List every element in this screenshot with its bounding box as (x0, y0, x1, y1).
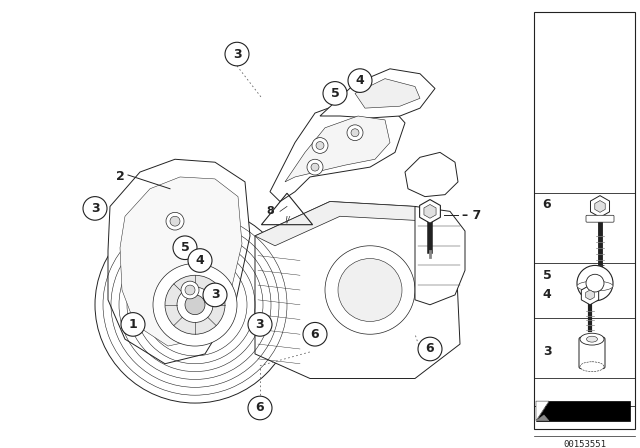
Circle shape (83, 197, 107, 220)
Circle shape (165, 275, 225, 334)
Text: 4: 4 (543, 289, 552, 302)
Circle shape (303, 323, 327, 346)
Circle shape (185, 285, 195, 295)
Circle shape (166, 212, 184, 230)
Circle shape (312, 138, 328, 153)
Ellipse shape (580, 333, 604, 345)
Polygon shape (581, 285, 598, 305)
Text: 8: 8 (266, 207, 274, 216)
Circle shape (351, 129, 359, 137)
Circle shape (177, 287, 213, 323)
Text: !/: !/ (284, 215, 290, 225)
Text: 4: 4 (356, 74, 364, 87)
Polygon shape (120, 177, 242, 346)
Ellipse shape (580, 362, 604, 371)
Text: 6: 6 (426, 342, 435, 356)
Circle shape (338, 258, 402, 322)
Polygon shape (405, 152, 458, 197)
Text: 6: 6 (543, 198, 551, 211)
Circle shape (153, 263, 237, 346)
Circle shape (577, 265, 613, 301)
Circle shape (348, 69, 372, 92)
Circle shape (311, 163, 319, 171)
Text: – 7: – 7 (462, 209, 481, 222)
Text: 6: 6 (310, 328, 319, 341)
Circle shape (173, 236, 197, 259)
Text: 6: 6 (256, 401, 264, 414)
Text: 5: 5 (180, 241, 189, 254)
Text: 4: 4 (196, 254, 204, 267)
Text: 00153551: 00153551 (563, 440, 606, 448)
Polygon shape (591, 196, 609, 217)
Circle shape (325, 246, 415, 334)
Circle shape (418, 337, 442, 361)
Text: 2: 2 (116, 170, 124, 183)
Text: 1: 1 (129, 318, 138, 331)
Polygon shape (255, 202, 460, 379)
Polygon shape (586, 290, 595, 300)
Polygon shape (536, 401, 630, 421)
Polygon shape (355, 79, 420, 108)
Circle shape (170, 216, 180, 226)
Text: 3: 3 (211, 289, 220, 302)
Ellipse shape (577, 281, 613, 291)
FancyBboxPatch shape (579, 337, 605, 369)
Text: 3: 3 (233, 47, 241, 60)
Ellipse shape (586, 336, 598, 342)
Circle shape (586, 274, 604, 292)
Circle shape (203, 283, 227, 307)
Polygon shape (536, 415, 549, 421)
Circle shape (347, 125, 363, 141)
Polygon shape (285, 116, 390, 182)
Polygon shape (320, 69, 435, 118)
Polygon shape (108, 159, 250, 364)
Circle shape (323, 82, 347, 105)
Circle shape (95, 207, 295, 403)
Circle shape (121, 313, 145, 336)
Polygon shape (415, 207, 465, 305)
Circle shape (185, 295, 205, 314)
Text: 3: 3 (543, 345, 551, 358)
Circle shape (188, 249, 212, 272)
Polygon shape (595, 201, 605, 212)
Polygon shape (536, 401, 549, 421)
Circle shape (248, 396, 272, 420)
Circle shape (181, 281, 199, 299)
Polygon shape (255, 202, 455, 246)
Polygon shape (420, 199, 440, 223)
Polygon shape (270, 98, 405, 202)
Polygon shape (424, 204, 436, 218)
Circle shape (316, 142, 324, 150)
Text: 5: 5 (331, 87, 339, 100)
Circle shape (307, 159, 323, 175)
Text: 3: 3 (256, 318, 264, 331)
Text: 5: 5 (543, 269, 552, 282)
Text: 3: 3 (91, 202, 99, 215)
Circle shape (248, 313, 272, 336)
FancyBboxPatch shape (586, 215, 614, 222)
Circle shape (225, 42, 249, 66)
